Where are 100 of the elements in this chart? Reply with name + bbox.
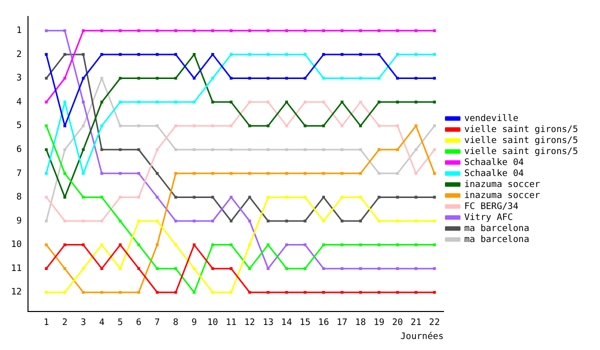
point <box>433 124 436 128</box>
point <box>174 148 178 152</box>
point <box>44 100 48 104</box>
point <box>211 290 214 294</box>
point <box>192 148 196 152</box>
point <box>340 196 344 199</box>
point <box>100 172 104 175</box>
point <box>285 29 288 32</box>
x-tick-label: 18 <box>355 318 366 328</box>
y-tick-label: 7 <box>16 168 22 179</box>
point <box>433 196 436 199</box>
point <box>414 76 418 80</box>
point <box>248 172 252 175</box>
legend-label: vielle saint girons/5 <box>464 146 578 157</box>
point <box>433 243 436 246</box>
point <box>156 267 159 270</box>
legend-label: ma barcelona <box>464 224 530 234</box>
point <box>304 76 306 80</box>
point <box>433 267 436 270</box>
x-tick-label: 3 <box>80 318 86 328</box>
point <box>211 172 214 175</box>
x-tick-label: 1 <box>44 318 50 328</box>
point <box>414 243 418 246</box>
x-tick-label: 2 <box>62 318 68 328</box>
point <box>192 290 196 294</box>
point <box>118 290 122 294</box>
x-tick-label: 5 <box>118 318 123 328</box>
y-tick-label: 12 <box>10 288 22 298</box>
point <box>137 267 140 270</box>
point <box>82 267 85 270</box>
point <box>266 220 270 222</box>
y-tick-label: 3 <box>16 74 22 84</box>
point <box>156 53 159 56</box>
point <box>100 220 104 222</box>
y-tick-label: 6 <box>16 144 22 155</box>
point <box>174 172 178 175</box>
legend-label: Schaalke 04 <box>464 168 524 179</box>
point <box>137 148 140 152</box>
point <box>304 243 306 246</box>
point <box>118 220 122 222</box>
point <box>285 172 288 175</box>
point <box>433 76 436 80</box>
point <box>137 172 140 175</box>
point <box>156 220 159 222</box>
point <box>378 29 380 32</box>
x-tick-label: 22 <box>429 318 440 328</box>
point <box>63 290 66 294</box>
point <box>118 100 122 104</box>
point <box>248 124 252 128</box>
legend-label: vendeville <box>464 114 518 124</box>
point <box>118 148 122 152</box>
point <box>266 196 270 199</box>
point <box>396 124 399 128</box>
point <box>266 290 270 294</box>
point <box>156 148 159 152</box>
point <box>266 172 270 175</box>
point <box>248 290 252 294</box>
point <box>396 29 399 32</box>
point <box>174 100 178 104</box>
point <box>100 267 104 270</box>
point <box>63 100 66 104</box>
point <box>248 220 252 222</box>
point <box>100 148 104 152</box>
point <box>414 29 418 32</box>
point <box>266 53 270 56</box>
x-tick-label: 8 <box>172 318 178 328</box>
x-tick-label: 12 <box>244 318 256 328</box>
point <box>211 148 214 152</box>
point <box>378 243 380 246</box>
point <box>44 267 48 270</box>
point <box>192 220 196 222</box>
point <box>396 196 399 199</box>
legend-label: vielle saint girons/5 <box>464 124 578 135</box>
point <box>174 53 178 56</box>
point <box>378 148 380 152</box>
point <box>285 243 288 246</box>
point <box>433 29 436 32</box>
point <box>248 29 252 32</box>
point <box>285 267 288 270</box>
point <box>248 243 252 246</box>
point <box>230 172 233 175</box>
point <box>340 243 344 246</box>
point <box>266 267 270 270</box>
legend-label: FC BERG/34 <box>464 202 518 212</box>
legend-label: ma barcelona <box>464 234 530 245</box>
x-tick-label: 17 <box>336 318 348 328</box>
point <box>248 53 252 56</box>
point <box>174 220 178 222</box>
point <box>174 267 178 270</box>
point <box>82 290 85 294</box>
legend-label: Vitry AFC <box>464 212 513 223</box>
point <box>230 53 233 56</box>
x-tick-label: 16 <box>318 318 329 328</box>
point <box>433 220 436 222</box>
legend-label: vielle saint girons/5 <box>464 136 578 146</box>
point <box>359 29 362 32</box>
point <box>44 220 48 222</box>
point <box>414 124 418 128</box>
point <box>304 29 306 32</box>
point <box>285 76 288 80</box>
